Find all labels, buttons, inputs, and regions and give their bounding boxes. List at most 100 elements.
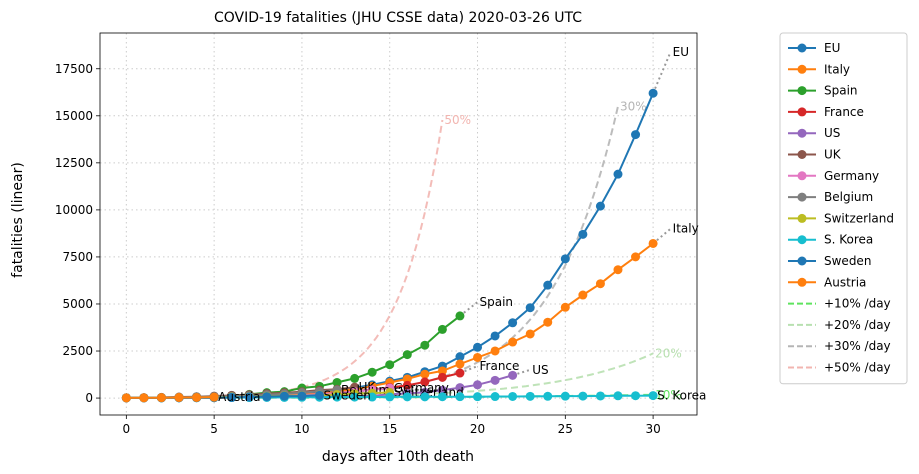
series-point [156, 393, 166, 403]
series-point [420, 340, 430, 350]
series-point [174, 393, 184, 403]
x-tick-label: 5 [210, 422, 218, 436]
series-point [192, 392, 202, 402]
y-tick-label: 5000 [62, 297, 93, 311]
legend-marker [797, 171, 807, 181]
series-point [455, 383, 465, 393]
series-point [631, 130, 641, 140]
series-point [490, 375, 500, 385]
series-point [648, 238, 658, 248]
series-end-label: EU [673, 45, 689, 59]
series-point [209, 392, 219, 402]
legend-label: Germany [824, 169, 879, 183]
series-point [508, 318, 518, 328]
legend-marker [797, 64, 807, 74]
series-point [648, 391, 658, 401]
series-point [578, 290, 588, 300]
legend-marker [797, 192, 807, 202]
series-point [490, 346, 500, 356]
series-point [437, 385, 447, 395]
x-axis-label: days after 10th death [322, 449, 474, 465]
series-point [385, 360, 395, 370]
y-tick-label: 15000 [55, 109, 93, 123]
series-point [350, 373, 360, 383]
legend-label: +30% /day [824, 339, 891, 353]
series-point [578, 229, 588, 239]
legend: EU Italy Spain France US UK Germany Belgium Swit… [779, 32, 908, 385]
series-point [490, 392, 500, 402]
x-tick-label: 20 [470, 422, 485, 436]
series-point [244, 392, 254, 402]
series-end-label: US [532, 363, 548, 377]
series-point [595, 391, 605, 401]
series-point [525, 329, 535, 339]
series-point [473, 352, 483, 362]
series-point [437, 392, 447, 402]
reference-line-label: 50% [444, 113, 471, 127]
series-point [543, 391, 553, 401]
series-point [420, 369, 430, 379]
reference-line-label: 10% [655, 388, 682, 402]
series-point [437, 366, 447, 376]
series-point [525, 391, 535, 401]
series-end-label: Germany [394, 381, 449, 395]
series-point [455, 352, 465, 362]
legend-label: +20% /day [824, 318, 891, 332]
series-point [420, 377, 430, 387]
series-point [402, 380, 412, 390]
plot-area: 0 5 10 15 20 25 30 0 2500 5000 7500 10000 12500 15000… [55, 32, 706, 436]
x-tick-label: 0 [123, 422, 131, 436]
axes-frame [99, 32, 698, 416]
x-tick-label: 15 [382, 422, 397, 436]
y-tick-label: 10000 [55, 203, 93, 217]
legend-label: Italy [824, 62, 850, 76]
series-point [613, 265, 623, 275]
series-point [631, 252, 641, 262]
series-end-label: Austria [218, 390, 260, 404]
series-end-label: S. Korea [657, 389, 706, 403]
series-point [455, 359, 465, 369]
legend-marker [797, 150, 807, 159]
series-end-label: Sweden [323, 388, 370, 402]
series-point [297, 391, 307, 401]
series-point [385, 392, 395, 402]
series-point [631, 391, 641, 401]
legend-label: Belgium [824, 190, 873, 204]
legend-marker [797, 213, 807, 223]
reference-line-label: 30% [620, 99, 647, 113]
series-point [139, 393, 149, 403]
legend-label: Austria [824, 275, 866, 289]
series-point [543, 317, 553, 327]
legend-marker [797, 107, 807, 117]
series-point [314, 390, 324, 400]
x-tick-label: 25 [558, 422, 573, 436]
series-point [560, 391, 570, 401]
series-point [613, 391, 623, 401]
y-tick-label: 2500 [62, 344, 93, 358]
legend-label: UK [824, 148, 842, 162]
x-tick-label: 30 [645, 422, 660, 436]
series-point [262, 392, 272, 402]
series-point [648, 88, 658, 98]
projection-line [459, 365, 478, 374]
series-point [560, 302, 570, 312]
series-point [402, 374, 412, 384]
series-end-label: Spain [480, 295, 514, 309]
series-point [121, 393, 131, 403]
series-point [508, 337, 518, 347]
series-point [595, 279, 605, 289]
projection-line [512, 368, 531, 377]
legend-label: S. Korea [824, 233, 873, 247]
series-point [473, 380, 483, 390]
legend-label: Spain [824, 84, 858, 98]
series-point [613, 169, 623, 179]
legend-label: Sweden [824, 254, 871, 268]
series-point [455, 392, 465, 402]
y-tick-label: 7500 [62, 250, 93, 264]
series-point [279, 391, 289, 401]
legend-marker [797, 256, 807, 266]
projection-line [652, 227, 672, 245]
series-point [595, 201, 605, 211]
y-axis-label: fatalities (linear) [10, 162, 26, 278]
